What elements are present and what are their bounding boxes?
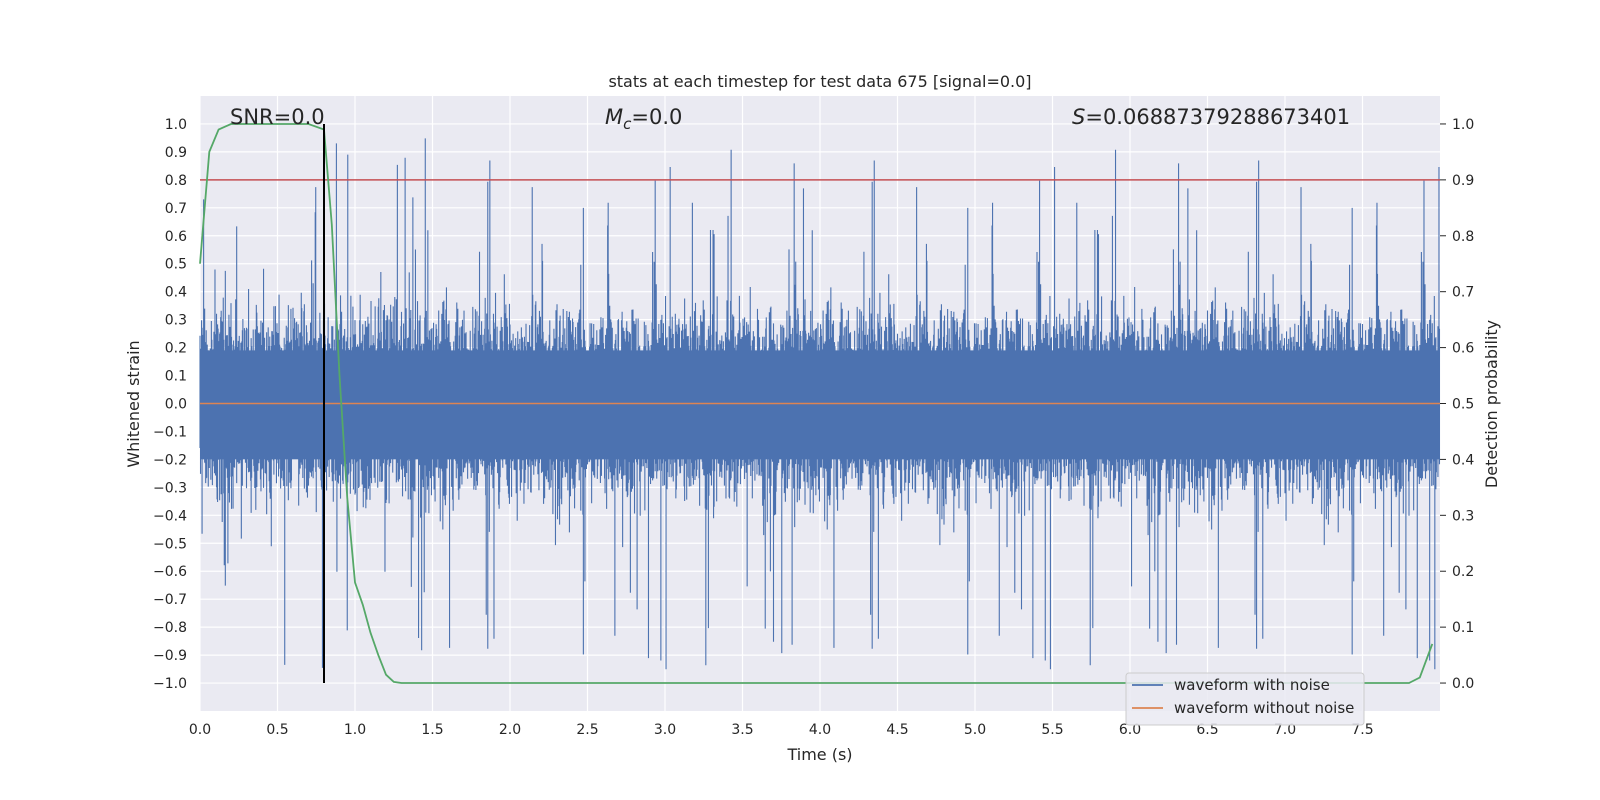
y-tick-label-left: −0.8 (153, 620, 187, 636)
y-tick-label-left: 0.6 (165, 229, 187, 245)
x-axis-label: Time (s) (786, 745, 852, 764)
x-tick-label: 1.5 (421, 722, 443, 738)
noise-series (199, 138, 1441, 670)
y-ticks-left: 1.0 0.9 0.8 0.7 0.6 0.5 0.4 0.3 0.2 0.1 0.0 −0.1 −0.… (153, 117, 187, 692)
x-tick-label: 7.5 (1351, 722, 1373, 738)
y-tick-label-left: −0.5 (153, 536, 187, 552)
y-tick-label-right: 0.8 (1452, 229, 1474, 245)
x-tick-label: 4.5 (886, 722, 908, 738)
s-value: =0.06887379288673401 (1085, 105, 1350, 129)
mc-symbol: M (605, 105, 623, 129)
y-tick-label-left: −0.1 (153, 424, 187, 440)
y-tick-label-left: −0.3 (153, 480, 187, 496)
y-tick-label-right: 0.3 (1452, 508, 1474, 524)
x-tick-label: 5.0 (964, 722, 986, 738)
x-tick-label: 5.5 (1041, 722, 1063, 738)
y-tick-label-left: 0.3 (165, 313, 187, 329)
y-tick-label-left: 0.5 (165, 257, 187, 273)
s-symbol: S (1072, 105, 1085, 129)
y-tick-label-right: 1.0 (1452, 117, 1474, 133)
y-tick-label-right: 0.4 (1452, 452, 1474, 468)
series-detection-probability (199, 123, 1434, 684)
y-tick-label-right: 0.2 (1452, 564, 1474, 580)
mc-subscript: c (623, 115, 632, 133)
x-tick-label: 3.5 (731, 722, 753, 738)
y-tick-label-left: −0.6 (153, 564, 187, 580)
x-tick-label: 6.0 (1119, 722, 1141, 738)
y-tick-label-left: 0.9 (165, 145, 187, 161)
y-tick-label-left: −1.0 (153, 676, 187, 692)
x-ticks: 0.0 0.5 1.0 1.5 2.0 2.5 3.0 3.5 4.0 4.5 5.0 5.5 6.0 6… (189, 722, 1374, 738)
legend-box (1125, 672, 1365, 726)
x-tick-label: 0.0 (189, 722, 211, 738)
y-tick-label-right: 0.9 (1452, 173, 1474, 189)
x-tick-label: 1.0 (344, 722, 366, 738)
y-tick-label-right: 0.6 (1452, 341, 1474, 357)
y-tick-label-left: −0.4 (153, 508, 187, 524)
s-annotation: S=0.06887379288673401 (1072, 105, 1350, 129)
legend-label-noise: waveform with noise (1174, 676, 1330, 694)
chart-title: stats at each timestep for test data 675… (608, 72, 1031, 91)
y-axis-label-right: Detection probability (1482, 320, 1501, 488)
noise-core-band (200, 350, 1440, 460)
y-tick-label-left: 1.0 (165, 117, 187, 133)
x-tick-label: 4.0 (809, 722, 831, 738)
y-axis-label-left: Whitened strain (124, 340, 143, 467)
x-tick-label: 2.0 (499, 722, 521, 738)
x-tick-label: 6.5 (1196, 722, 1218, 738)
y-tick-label-right: 0.5 (1452, 397, 1474, 413)
snr-annotation: SNR=0.0 (230, 105, 325, 129)
y-tick-label-left: −0.7 (153, 592, 187, 608)
x-tick-label: 2.5 (576, 722, 598, 738)
y-tick-label-left: −0.2 (153, 452, 187, 468)
x-tick-label: 0.5 (266, 722, 288, 738)
y-tick-label-left: 0.1 (165, 369, 187, 385)
y-tick-label-left: −0.9 (153, 648, 187, 664)
chirp-mass-annotation: Mc=0.0 (605, 105, 682, 133)
legend-label-clean: waveform without noise (1174, 699, 1354, 717)
x-tick-label: 3.0 (654, 722, 676, 738)
x-tick-label: 7.0 (1274, 722, 1296, 738)
y-ticks-right: 1.0 0.9 0.8 0.7 0.6 0.5 0.4 0.3 0.2 0.1 0.0 (1440, 117, 1474, 692)
y-tick-label-right: 0.7 (1452, 285, 1474, 301)
y-tick-label-left: 0.8 (165, 173, 187, 189)
y-tick-label-left: 0.2 (165, 341, 187, 357)
y-tick-label-left: 0.4 (165, 285, 187, 301)
y-tick-label-left: 0.0 (165, 397, 187, 413)
y-tick-label-right: 0.0 (1452, 676, 1474, 692)
y-tick-label-left: 0.7 (165, 201, 187, 217)
mc-value: =0.0 (631, 105, 682, 129)
y-tick-label-right: 0.1 (1452, 620, 1474, 636)
legend: waveform with noise waveform without noi… (1125, 672, 1365, 726)
